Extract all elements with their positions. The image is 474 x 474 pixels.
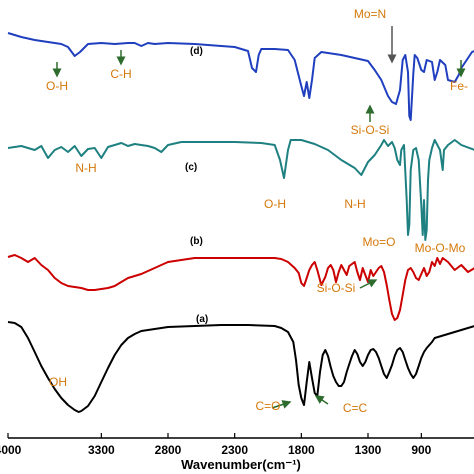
series-line-1 [7, 139, 474, 241]
annotation-9: Mo-O-Mo [415, 241, 466, 255]
annotation-10: Si-O-Si [317, 281, 356, 295]
annotation-1: O-H [46, 79, 68, 93]
annotation-12: C=O [255, 399, 280, 413]
annotation-6: O-H [264, 197, 286, 211]
series-line-3 [7, 321, 474, 413]
annotation-arrow-13 [314, 395, 329, 405]
x-tick-label-1: 3300 [88, 443, 115, 457]
annotation-4: Si-O-Si [351, 123, 390, 137]
series-line-2 [7, 254, 474, 321]
annotation-0: Mo=N [354, 7, 386, 21]
annotation-5: N-H [75, 161, 96, 175]
x-tick-label-4: 1800 [288, 443, 315, 457]
x-tick-label-6: 900 [411, 443, 431, 457]
series-label-0: (d) [190, 46, 203, 57]
series-line-0 [7, 32, 474, 121]
annotation-2: C-H [110, 67, 131, 81]
series-labels: (d) (c) (b) (a) [185, 46, 208, 325]
series-label-1: (c) [185, 162, 197, 173]
series-label-2: (b) [190, 236, 203, 247]
series-label-3: (a) [196, 314, 208, 325]
x-tick-label-0: 4000 [0, 443, 22, 457]
annotation-arrow-12 [271, 400, 292, 409]
series-layer [7, 32, 474, 413]
x-tick-label-3: 2300 [221, 443, 248, 457]
annotation-8: Mo=O [362, 235, 395, 249]
annotation-13: C=C [343, 401, 368, 415]
annotation-7: N-H [344, 197, 365, 211]
annotation-11: OH [49, 375, 67, 389]
x-axis-label: Wavenumber(cm⁻¹) [181, 457, 301, 472]
annotation-arrow-10 [359, 279, 378, 289]
annotation-3: Fe- [450, 79, 468, 93]
x-tick-label-5: 1300 [355, 443, 382, 457]
x-axis: 40003300280023001800130090040 [0, 433, 474, 457]
annotations: Mo=N O-H C-H Fe- Si-O-Si N-H O-H N-H Mo=O Mo-O-Mo… [46, 7, 468, 415]
x-tick-label-2: 2800 [155, 443, 182, 457]
